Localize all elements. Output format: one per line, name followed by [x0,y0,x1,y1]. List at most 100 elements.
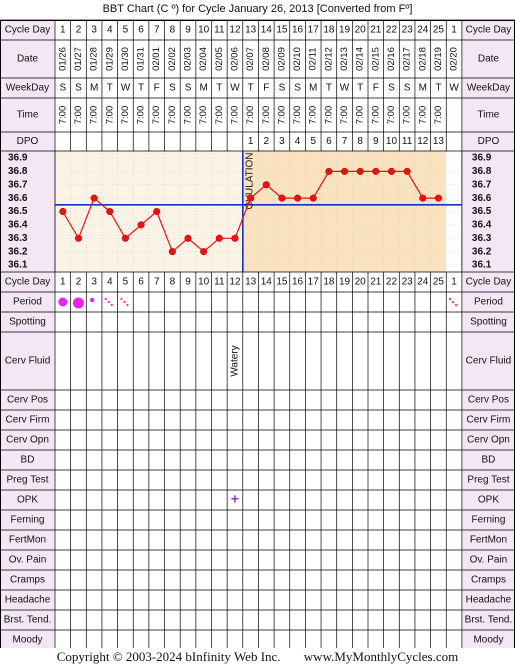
ovulation-label: OVULATION [244,152,255,209]
row-label-wd: WeekDay [6,83,49,94]
y-tick-label-left: 36.7 [8,179,28,190]
row-label-cell-left [0,450,55,470]
row-label-cell-left [0,590,55,610]
cycle-day-cell: 21 [370,277,382,288]
row-label-cell-right [461,78,515,98]
cycle-day-cell: 20 [355,25,367,36]
temperature-point-day-25[interactable] [434,194,442,202]
row-label-right-dpo: DPO [478,136,500,147]
row-label-cell-right [461,450,515,470]
row-label-right-obs14: Brst. Tend. [465,615,513,626]
row-label-right-obs10: FertMon [470,535,507,546]
date-cell: 02/20 [449,47,460,71]
time-cell: 7:00 [120,106,131,125]
temperature-point-day-2[interactable] [74,234,83,242]
row-label-obs9: Ferning [11,515,45,526]
time-cell: 7:00 [355,106,366,125]
temperature-point-day-7[interactable] [153,207,161,216]
cycle-day-cell: 2 [76,277,82,288]
row-label-right-obs11: Ov. Pain [470,555,508,566]
row-label-cell-right [461,410,515,430]
temperature-point-day-18[interactable] [325,167,333,175]
period-spotting-dot [451,300,455,304]
row-label-cell-right [461,98,515,132]
row-label-cell-right [461,590,515,610]
row-label-cell-right [461,40,515,78]
row-label-cell-left [0,20,55,40]
time-cell: 7:00 [229,106,240,125]
row-label-right-obs15: Moody [473,635,503,646]
temperature-point-day-6[interactable] [137,221,145,229]
time-cell: 7:00 [104,106,115,125]
time-cell: 7:00 [73,106,84,125]
date-cell: 01/30 [120,47,131,71]
temperature-point-day-15[interactable] [278,194,286,202]
time-cell: 7:00 [433,106,444,125]
cycle-day-cell: 12 [229,277,241,288]
temperature-point-day-3[interactable] [90,194,98,202]
weekday-cell: M [200,83,208,94]
temperature-point-day-13[interactable] [247,194,255,202]
temperature-point-day-23[interactable] [403,167,411,175]
period-spotting-dot [120,297,123,301]
temperature-point-day-4[interactable] [106,207,114,216]
cycle-day-cell: 21 [370,25,382,36]
weekday-cell: W [121,83,131,94]
weekday-cell: T [248,83,254,94]
period-medium-dot [89,297,95,303]
row-label-cell-left [0,292,55,312]
row-label-obs6: BD [21,455,35,466]
time-cell: 7:00 [89,106,100,125]
temperature-point-day-16[interactable] [294,194,302,202]
time-cell: 7:00 [136,106,147,125]
cycle-day-cell: 14 [261,25,273,36]
temperature-point-day-1[interactable] [59,207,67,216]
row-label-cell-left [0,630,55,648]
temperature-point-day-12[interactable] [231,234,239,242]
temperature-point-day-11[interactable] [215,234,223,242]
dpo-cell: 10 [386,136,398,147]
temperature-point-day-22[interactable] [387,167,396,175]
row-label-obs0: Period [13,297,42,308]
time-cell: 7:00 [276,106,287,125]
cycle-day-cell: 17 [308,277,320,288]
row-label-date: Date [17,54,39,65]
cycle-day-cell: 1 [60,25,66,36]
temperature-point-day-19[interactable] [340,167,349,175]
temperature-point-day-20[interactable] [356,167,364,175]
temperature-point-day-8[interactable] [168,248,176,256]
time-cell: 7:00 [183,106,194,125]
y-tick-label-left: 36.4 [8,220,28,231]
temperature-point-day-5[interactable] [121,234,129,242]
temperature-point-day-9[interactable] [184,234,192,242]
temperature-point-day-10[interactable] [200,248,208,256]
row-label-cell-right [461,20,515,40]
temperature-point-day-21[interactable] [372,167,380,175]
cycle-day-cell: 1 [451,277,457,288]
date-cell: 02/03 [183,47,194,71]
date-cell: 01/27 [73,47,84,71]
cycle-day-cell: 13 [245,277,257,288]
date-cell: 02/13 [339,47,350,71]
time-cell: 7:00 [386,106,397,125]
row-label-cd1: Cycle Day [5,25,51,36]
date-cell: 02/07 [245,47,256,71]
date-cell: 01/31 [136,47,147,71]
row-label-cell-right [461,610,515,630]
cycle-day-cell: 9 [185,277,191,288]
row-label-obs5: Cerv Opn [6,435,49,446]
cycle-day-cell: 6 [138,277,144,288]
cycle-day-cell: 16 [292,277,304,288]
temperature-point-day-14[interactable] [262,181,270,189]
weekday-cell: S [404,83,411,94]
cycle-day-cell: 15 [276,25,288,36]
weekday-cell: S [279,83,286,94]
chart-title: BBT Chart (C º) for Cycle January 26, 20… [102,3,413,15]
temperature-point-day-24[interactable] [419,194,427,202]
temperature-point-day-17[interactable] [309,194,317,202]
cycle-day-cell: 22 [386,277,398,288]
row-label-cell-left [0,272,55,292]
row-label-obs8: OPK [17,495,38,506]
period-spotting-dot [107,300,110,304]
site-link[interactable]: www.MyMonthlyCycles.com [303,649,459,664]
